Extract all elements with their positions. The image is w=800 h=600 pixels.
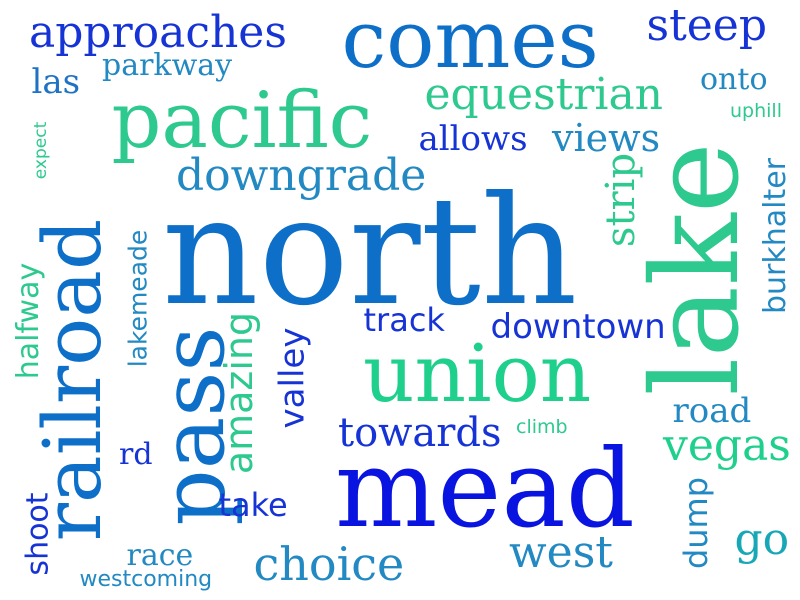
word-lake: lake [626,142,766,396]
word-las: las [31,62,81,102]
word-allows: allows [418,119,528,159]
word-shoot: shoot [20,492,56,576]
word-vegas: vegas [663,420,791,471]
word-choice: choice [253,537,405,591]
word-downgrade: downgrade [176,150,427,201]
word-climb: climb [516,415,568,438]
word-halfway: halfway [11,262,47,380]
word-north: north [162,165,578,339]
word-union: union [363,327,592,420]
word-equestrian: equestrian [424,69,664,120]
word-west: west [509,527,613,578]
word-uphill: uphill [730,99,782,122]
word-dump: dump [677,476,716,570]
word-track: track [363,301,445,339]
word-westcoming: westcoming [79,567,213,592]
word-onto: onto [700,62,768,97]
word-burkhalter: burkhalter [758,157,794,315]
word-rd: rd [119,437,153,472]
word-road: road [672,391,752,431]
word-expect: expect [30,121,51,179]
word-valley: valley [271,327,312,429]
word-towards: towards [338,410,502,456]
word-views: views [552,116,661,160]
word-race: race [126,538,194,573]
word-comes: comes [341,0,599,86]
word-downtown: downtown [490,307,666,347]
word-mead: mead [335,427,635,552]
word-go: go [734,514,790,565]
word-take: take [218,486,288,524]
word-steep: steep [646,0,768,51]
word-approaches: approaches [29,7,287,58]
word-strip: strip [598,152,645,248]
word-amazing: amazing [217,311,262,475]
word-pacific: pacific [111,76,373,166]
word-parkway: parkway [102,48,233,83]
